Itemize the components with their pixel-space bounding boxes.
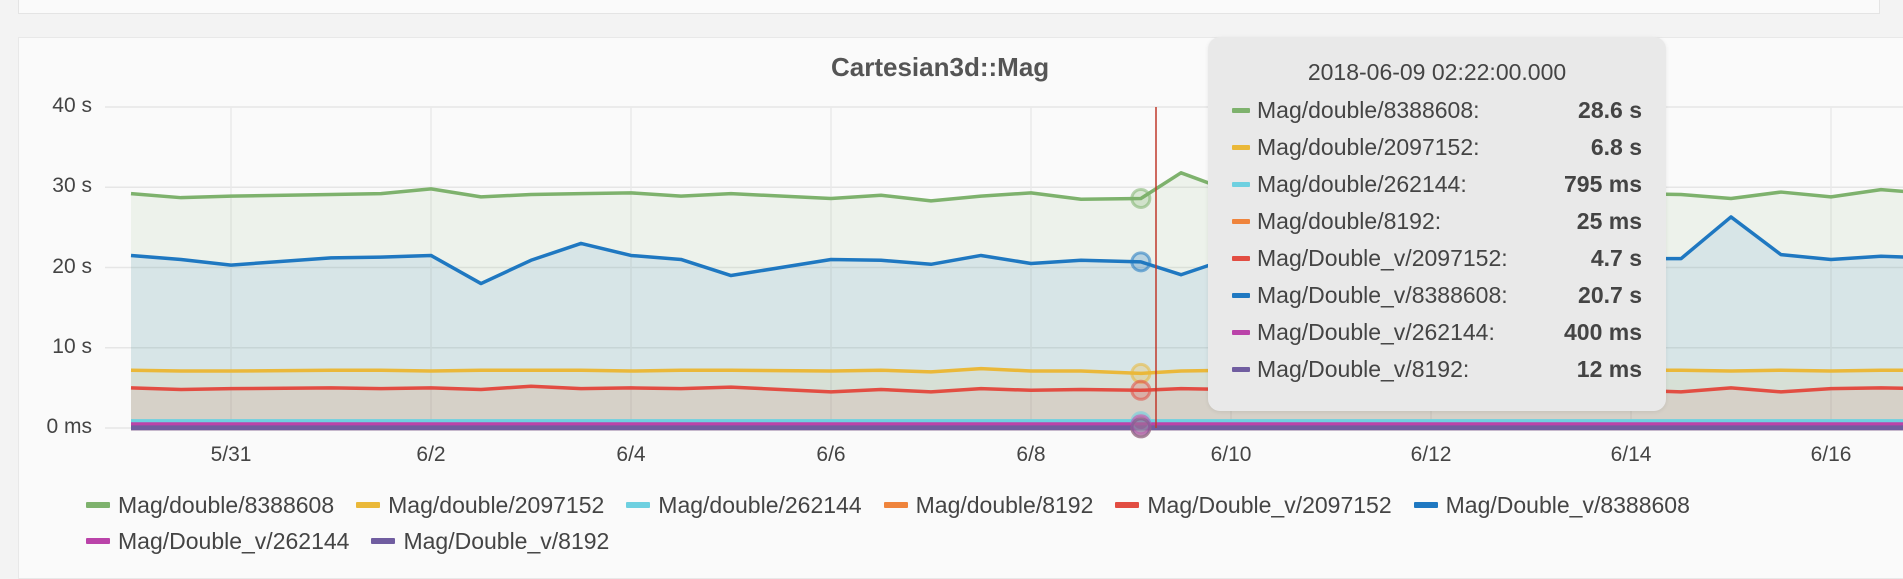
tooltip-series-name: Mag/Double_v/8388608: bbox=[1257, 282, 1578, 309]
y-tick-label: 0 ms bbox=[0, 415, 92, 439]
x-tick-label: 6/10 bbox=[1191, 443, 1271, 467]
tooltip-row: Mag/Double_v/8388608:20.7 s bbox=[1232, 280, 1642, 310]
legend-item[interactable]: Mag/double/8192 bbox=[884, 490, 1094, 520]
hover-tooltip: 2018-06-09 02:22:00.000 Mag/double/83886… bbox=[1208, 37, 1666, 411]
legend-label: Mag/double/262144 bbox=[658, 492, 861, 519]
tooltip-series-name: Mag/double/2097152: bbox=[1257, 134, 1591, 161]
x-tick-label: 5/31 bbox=[191, 443, 271, 467]
tooltip-swatch bbox=[1232, 219, 1250, 224]
hover-point-5 bbox=[1132, 253, 1150, 271]
y-tick-label: 30 s bbox=[0, 174, 92, 198]
tooltip-series-name: Mag/Double_v/262144: bbox=[1257, 319, 1564, 346]
tooltip-series-name: Mag/Double_v/8192: bbox=[1257, 356, 1577, 383]
legend-item[interactable]: Mag/double/262144 bbox=[626, 490, 861, 520]
legend-label: Mag/double/8388608 bbox=[118, 492, 334, 519]
legend-item[interactable]: Mag/Double_v/8388608 bbox=[1414, 490, 1690, 520]
legend-label: Mag/Double_v/2097152 bbox=[1147, 492, 1391, 519]
x-tick-label: 6/6 bbox=[791, 443, 871, 467]
tooltip-timestamp: 2018-06-09 02:22:00.000 bbox=[1208, 59, 1666, 86]
legend-label: Mag/double/2097152 bbox=[388, 492, 604, 519]
tooltip-swatch bbox=[1232, 145, 1250, 150]
legend-swatch bbox=[626, 502, 650, 508]
tooltip-row: Mag/Double_v/2097152:4.7 s bbox=[1232, 243, 1642, 273]
x-tick-label: 6/2 bbox=[391, 443, 471, 467]
tooltip-series-name: Mag/double/262144: bbox=[1257, 171, 1564, 198]
hover-point-4 bbox=[1132, 381, 1150, 399]
legend-item[interactable]: Mag/double/2097152 bbox=[356, 490, 604, 520]
legend-item[interactable]: Mag/Double_v/8192 bbox=[371, 526, 609, 556]
legend-swatch bbox=[86, 538, 110, 544]
tooltip-swatch bbox=[1232, 256, 1250, 261]
hover-point-1 bbox=[1132, 364, 1150, 382]
tooltip-row: Mag/Double_v/8192:12 ms bbox=[1232, 354, 1642, 384]
legend-swatch bbox=[371, 538, 395, 544]
hover-point-0 bbox=[1132, 189, 1150, 207]
hover-point-7 bbox=[1132, 419, 1150, 437]
legend-swatch bbox=[1115, 502, 1139, 508]
tooltip-row: Mag/double/8388608:28.6 s bbox=[1232, 95, 1642, 125]
legend-label: Mag/double/8192 bbox=[916, 492, 1094, 519]
legend-label: Mag/Double_v/8388608 bbox=[1446, 492, 1690, 519]
tooltip-series-name: Mag/double/8388608: bbox=[1257, 97, 1578, 124]
legend-item[interactable]: Mag/Double_v/262144 bbox=[86, 526, 349, 556]
y-tick-label: 10 s bbox=[0, 335, 92, 359]
legend-swatch bbox=[356, 502, 380, 508]
tooltip-swatch bbox=[1232, 367, 1250, 372]
legend-item[interactable]: Mag/Double_v/2097152 bbox=[1115, 490, 1391, 520]
tooltip-row: Mag/double/8192:25 ms bbox=[1232, 206, 1642, 236]
tooltip-series-name: Mag/double/8192: bbox=[1257, 208, 1577, 235]
tooltip-series-value: 28.6 s bbox=[1578, 97, 1642, 124]
tooltip-row: Mag/double/262144:795 ms bbox=[1232, 169, 1642, 199]
chart-title[interactable]: Cartesian3d::Mag bbox=[831, 52, 1049, 83]
chart-legend: Mag/double/8388608 Mag/double/2097152 Mag/… bbox=[86, 490, 1786, 556]
tooltip-row: Mag/Double_v/262144:400 ms bbox=[1232, 317, 1642, 347]
y-tick-label: 20 s bbox=[0, 255, 92, 279]
legend-swatch bbox=[86, 502, 110, 508]
x-tick-label: 6/14 bbox=[1591, 443, 1671, 467]
tooltip-row: Mag/double/2097152:6.8 s bbox=[1232, 132, 1642, 162]
legend-swatch bbox=[1414, 502, 1438, 508]
tooltip-swatch bbox=[1232, 182, 1250, 187]
legend-swatch bbox=[884, 502, 908, 508]
legend-label: Mag/Double_v/262144 bbox=[118, 528, 349, 555]
tooltip-series-value: 20.7 s bbox=[1578, 282, 1642, 309]
legend-label: Mag/Double_v/8192 bbox=[403, 528, 609, 555]
x-tick-label: 6/8 bbox=[991, 443, 1071, 467]
tooltip-series-name: Mag/Double_v/2097152: bbox=[1257, 245, 1591, 272]
tooltip-swatch bbox=[1232, 293, 1250, 298]
tooltip-series-value: 25 ms bbox=[1577, 208, 1642, 235]
tooltip-series-value: 6.8 s bbox=[1591, 134, 1642, 161]
x-tick-label: 6/12 bbox=[1391, 443, 1471, 467]
tooltip-swatch bbox=[1232, 108, 1250, 113]
legend-item[interactable]: Mag/double/8388608 bbox=[86, 490, 334, 520]
tooltip-series-value: 795 ms bbox=[1564, 171, 1642, 198]
x-tick-label: 6/16 bbox=[1791, 443, 1871, 467]
tooltip-series-value: 400 ms bbox=[1564, 319, 1642, 346]
x-tick-label: 6/4 bbox=[591, 443, 671, 467]
y-tick-label: 40 s bbox=[0, 94, 92, 118]
tooltip-swatch bbox=[1232, 330, 1250, 335]
tooltip-series-value: 12 ms bbox=[1577, 356, 1642, 383]
tooltip-series-value: 4.7 s bbox=[1591, 245, 1642, 272]
